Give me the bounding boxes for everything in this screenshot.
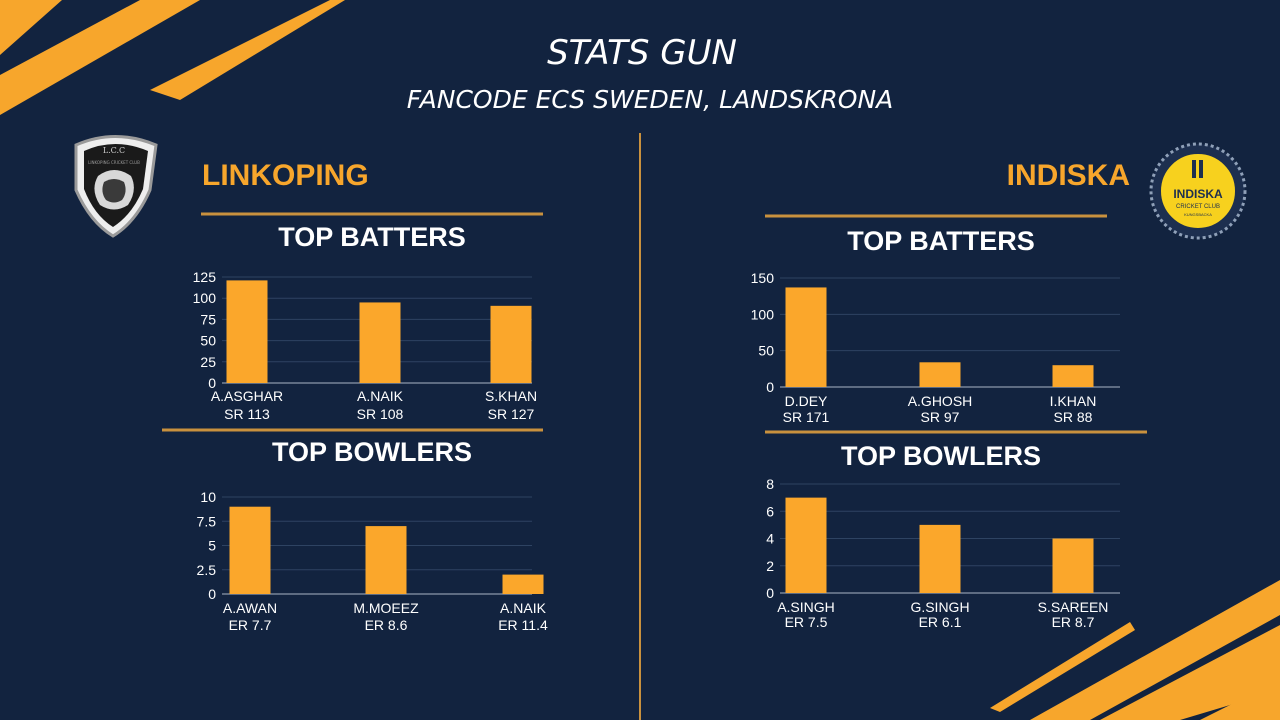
linkoping-batters-y-tick-label: 50	[200, 333, 216, 349]
linkoping-bowlers-category-label: A.NAIK	[500, 600, 547, 616]
indiska-batters-y-tick-label: 150	[751, 270, 775, 286]
indiska-batters-y-tick-label: 100	[751, 306, 775, 322]
linkoping-batters-stat-label: SR 108	[357, 406, 404, 422]
indiska-logo-text: INDISKA	[1173, 187, 1223, 201]
indiska-bowlers-y-tick-label: 2	[766, 558, 774, 574]
team-name-linkoping: LINKOPING	[202, 159, 369, 192]
linkoping-logo-subtext: LINKOPING CRICKET CLUB	[88, 160, 140, 165]
indiska-bowlers-stat-label: ER 7.5	[785, 614, 828, 630]
linkoping-batters-stat-label: SR 113	[224, 406, 270, 422]
indiska-batters-bar-ddey	[785, 287, 827, 387]
indiska-bowlers-category-label: S.SAREEN	[1038, 599, 1109, 615]
indiska-bowlers-stat-label: ER 8.7	[1052, 614, 1095, 630]
linkoping-bowlers-category-label: A.AWAN	[223, 600, 277, 616]
indiska-bowlers-bar-asingh	[785, 497, 827, 593]
linkoping-batters-bar-skhan	[490, 305, 532, 383]
linkoping-batters-bar-anaik	[359, 302, 401, 383]
indiska-bowlers-y-tick-label: 4	[766, 531, 774, 547]
indiska-batters-category-label: D.DEY	[785, 393, 828, 409]
linkoping-top-batters-chart: 0 25 50 75 100 125 A.ASGHAR SR 113 A.NAIK SR 108 S…	[193, 269, 537, 422]
linkoping-batters-category-label: A.ASGHAR	[211, 388, 283, 404]
indiska-logo-subtext2: KUNGSBACKA	[1184, 212, 1212, 217]
linkoping-batters-y-tick-label: 125	[193, 269, 217, 285]
indiska-batters-y-tick-label: 50	[758, 343, 774, 359]
linkoping-bowlers-bar-aawan	[229, 506, 271, 594]
team-name-indiska: INDISKA	[1007, 159, 1130, 192]
indiska-bowlers-bar-ssareen	[1052, 538, 1094, 593]
linkoping-bowlers-y-tick-label: 0	[208, 586, 216, 602]
indiska-batters-category-label: A.GHOSH	[908, 393, 973, 409]
indiska-batters-stat-label: SR 88	[1054, 409, 1093, 425]
linkoping-logo-text: L.C.C	[103, 146, 125, 155]
linkoping-bowlers-stat-label: ER 11.4	[498, 617, 548, 633]
linkoping-batters-bar-aasghar	[226, 280, 268, 383]
linkoping-batters-stat-label: SR 127	[488, 406, 535, 422]
decorative-slash-top-left	[0, 0, 345, 115]
page-title: STATS GUN	[547, 33, 737, 73]
linkoping-bowlers-y-tick-label: 7.5	[197, 513, 217, 529]
indiska-logo-subtext: CRICKET CLUB	[1176, 204, 1220, 210]
indiska-batters-stat-label: SR 97	[921, 409, 960, 425]
linkoping-top-bowlers-title: TOP BOWLERS	[272, 437, 472, 467]
linkoping-top-batters-title: TOP BATTERS	[278, 222, 466, 252]
linkoping-bowlers-stat-label: ER 7.7	[229, 617, 272, 633]
linkoping-bowlers-y-tick-label: 2.5	[197, 562, 217, 578]
linkoping-batters-y-tick-label: 0	[208, 375, 216, 391]
indiska-top-bowlers-title: TOP BOWLERS	[841, 441, 1041, 471]
indiska-batters-bar-aghosh	[919, 362, 961, 387]
linkoping-bowlers-stat-label: ER 8.6	[365, 617, 408, 633]
indiska-batters-bar-ikhan	[1052, 365, 1094, 387]
indiska-bowlers-y-tick-label: 8	[766, 476, 774, 492]
linkoping-bowlers-y-tick-label: 5	[208, 538, 216, 554]
linkoping-bowlers-y-tick-label: 10	[200, 489, 216, 505]
linkoping-batters-category-label: A.NAIK	[357, 388, 404, 404]
indiska-bowlers-category-label: G.SINGH	[910, 599, 969, 615]
linkoping-bowlers-category-label: M.MOEEZ	[353, 600, 419, 616]
linkoping-batters-category-label: S.KHAN	[485, 388, 537, 404]
linkoping-batters-y-tick-label: 100	[193, 290, 217, 306]
indiska-bowlers-stat-label: ER 6.1	[919, 614, 962, 630]
linkoping-logo-icon: L.C.C LINKOPING CRICKET CLUB	[74, 135, 158, 238]
page-subtitle: FANCODE ECS SWEDEN, LANDSKRONA	[407, 85, 894, 114]
linkoping-batters-y-tick-label: 75	[200, 311, 216, 327]
indiska-bowlers-y-tick-label: 6	[766, 503, 774, 519]
indiska-batters-y-tick-label: 0	[766, 379, 774, 395]
indiska-bowlers-bar-gsingh	[919, 524, 961, 593]
linkoping-bowlers-bar-mmoeez	[365, 526, 407, 594]
indiska-batters-stat-label: SR 171	[783, 409, 830, 425]
indiska-bowlers-category-label: A.SINGH	[777, 599, 835, 615]
indiska-top-batters-title: TOP BATTERS	[847, 226, 1035, 256]
linkoping-batters-y-tick-label: 25	[200, 354, 216, 370]
decorative-slash-bottom-right	[990, 580, 1280, 720]
indiska-batters-category-label: I.KHAN	[1050, 393, 1097, 409]
indiska-bowlers-y-tick-label: 0	[766, 585, 774, 601]
indiska-logo-icon: INDISKA CRICKET CLUB KUNGSBACKA	[1149, 142, 1247, 240]
linkoping-bowlers-bar-anaik	[502, 574, 544, 594]
